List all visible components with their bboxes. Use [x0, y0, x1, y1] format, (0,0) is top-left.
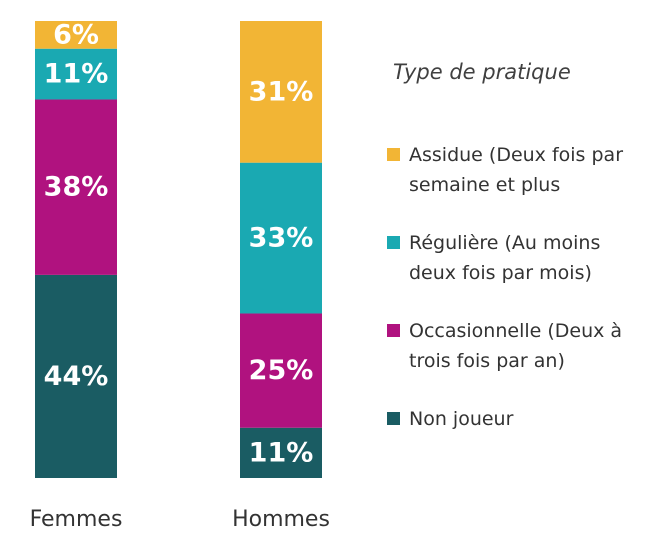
data-label-hommes-reguliere: 33%: [249, 223, 314, 254]
category-label-femmes: Femmes: [30, 507, 123, 532]
bar-segment-hommes-reguliere: [240, 162, 322, 314]
bar-segment-femmes-reguliere: [35, 48, 117, 100]
category-labels-group: Femmes Hommes: [30, 507, 330, 532]
data-label-hommes-occasionnelle: 25%: [249, 355, 314, 386]
data-label-hommes-assidue: 31%: [249, 76, 314, 107]
data-label-femmes-occasionnelle: 38%: [44, 172, 109, 203]
bar-segment-femmes-assidue: [35, 21, 117, 49]
legend-swatch-occasionnelle: [387, 324, 400, 337]
legend-label-non-joueur: Non joueur: [409, 408, 514, 430]
bar-segment-hommes-non-joueur: [240, 427, 322, 478]
data-label-femmes-assidue: 6%: [53, 19, 99, 50]
legend-label-occasionnelle: Occasionnelle (Deux à trois fois par an): [409, 320, 623, 372]
data-label-hommes-non-joueur: 11%: [249, 437, 314, 468]
legend: Type de pratique Assidue (Deux fois par …: [387, 52, 652, 430]
category-label-hommes: Hommes: [232, 507, 330, 532]
bar-segment-femmes-non-joueur: [35, 274, 117, 478]
legend-swatch-reguliere: [387, 236, 400, 249]
bars-group: 44% 38% 11% 6% 11% 25% 33% 31%: [35, 19, 322, 478]
data-label-femmes-non-joueur: 44%: [44, 361, 109, 392]
stacked-bar-chart: 44% 38% 11% 6% 11% 25% 33% 31% Femmes Hommes: [30, 19, 330, 532]
legend-item-occasionnelle: Occasionnelle (Deux à trois fois par an): [387, 316, 622, 376]
legend-swatch-assidue: [387, 148, 400, 161]
bar-segment-femmes-occasionnelle: [35, 99, 117, 275]
legend-item-non-joueur: Non joueur: [387, 404, 513, 434]
legend-item-reguliere: Régulière (Au moins deux fois par mois): [387, 228, 600, 288]
legend-swatch-non-joueur: [387, 412, 400, 425]
data-label-femmes-reguliere: 11%: [44, 59, 109, 90]
legend-label-reguliere: Régulière (Au moins deux fois par mois): [409, 232, 601, 284]
bar-segment-hommes-occasionnelle: [240, 313, 322, 428]
legend-item-assidue: Assidue (Deux fois par semaine et plus: [387, 140, 623, 200]
legend-label-assidue: Assidue (Deux fois par semaine et plus: [409, 144, 624, 196]
legend-title: Type de pratique: [393, 60, 571, 84]
bar-segment-hommes-assidue: [240, 21, 322, 163]
